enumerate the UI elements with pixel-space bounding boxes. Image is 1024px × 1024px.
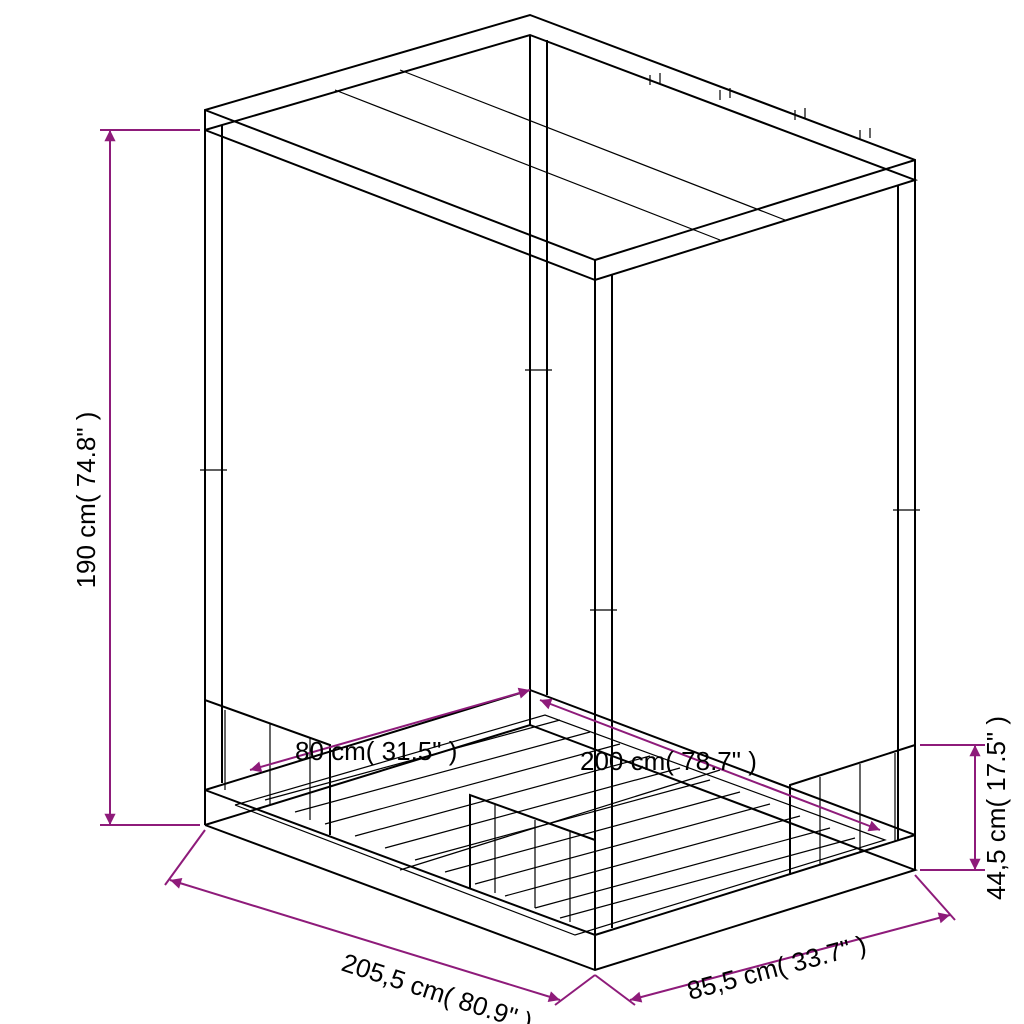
dimension-rail-height-label: 44,5 cm( 17.5" ) [981,716,1011,900]
dimension-mattress-length-label: 200 cm( 78.7" ) [580,746,757,776]
product-drawing [200,15,920,970]
dimension-rail-height-clean: 44,5 cm( 17.5" ) [920,690,1024,900]
dimension-mattress-width: 80 cm( 31.5" ) [250,690,530,770]
dimension-width-label: 85,5 cm( 33.7" ) [684,929,870,1006]
dimension-height-label: 190 cm( 74.8" ) [71,412,101,589]
dimension-length-label: 205,5 cm( 80.9" ) [338,947,536,1024]
dimension-height: 190 cm( 74.8" ) [71,130,200,825]
dimension-width: 85,5 cm( 33.7" ) [595,875,955,1006]
dimension-length: 205,5 cm( 80.9" ) [165,830,595,1024]
dimension-mattress-width-label: 80 cm( 31.5" ) [295,736,457,766]
